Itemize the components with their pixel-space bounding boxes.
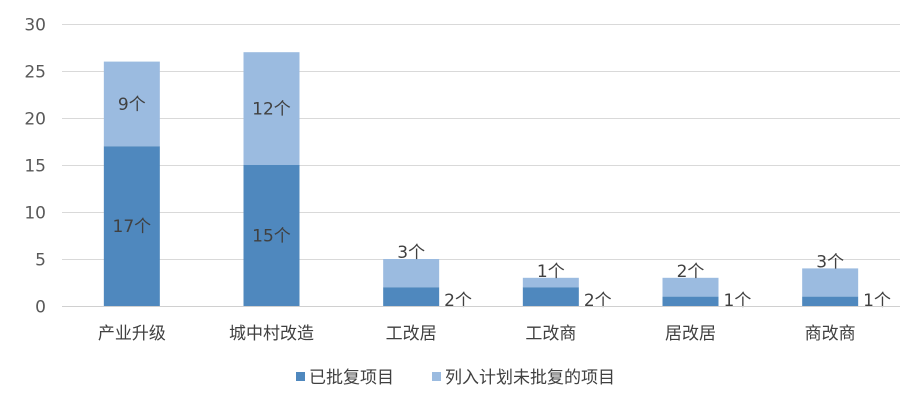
data-label-approved: 1个 [724,291,752,311]
data-label-approved: 15个 [252,227,291,247]
data-label-approved: 17个 [113,217,152,237]
legend-item-planned: 列入计划未批复的项目 [432,368,615,388]
data-label-planned: 2个 [677,262,705,282]
data-label-planned: 12个 [252,100,291,120]
legend-swatch-planned [432,372,441,381]
legend-item-approved: 已批复项目 [296,368,394,388]
x-axis-categories: 产业升级 城中村改造 工改居 工改商 居改居 商改商 [98,324,856,344]
data-label-planned: 3个 [816,252,844,272]
y-axis-ticks: 0 5 10 15 20 25 30 [24,16,46,318]
bars [103,52,859,306]
bar-planned [662,277,719,297]
data-labels: 17个 9个 15个 12个 2个 3个 2个 1个 1个 2个 1个 3个 [113,95,891,311]
bar-planned [103,61,160,147]
y-tick-label: 10 [24,204,46,224]
data-label-planned: 1个 [537,262,565,282]
data-label-planned: 9个 [118,95,146,115]
x-category-label: 居改居 [665,324,716,344]
bar-approved [243,165,300,306]
bar-approved [383,287,440,306]
data-label-approved: 2个 [444,291,472,311]
legend-label-approved: 已批复项目 [309,368,394,388]
y-tick-label: 20 [24,110,46,130]
y-tick-label: 25 [24,63,46,83]
data-label-approved: 1个 [863,291,891,311]
y-tick-label: 30 [24,16,46,36]
legend: 已批复项目 列入计划未批复的项目 [296,368,615,388]
bar-planned [243,52,300,166]
x-category-label: 工改商 [525,324,576,344]
bar-planned [522,277,579,288]
y-tick-label: 0 [35,298,46,318]
legend-swatch-approved [296,372,305,381]
grid-lines [62,24,900,260]
bar-planned [802,268,859,297]
x-category-label: 商改商 [805,324,856,344]
x-category-label: 工改居 [386,324,437,344]
data-label-planned: 3个 [397,243,425,263]
x-category-label: 城中村改造 [229,324,314,344]
data-label-approved: 2个 [584,291,612,311]
bar-approved [662,296,719,306]
y-tick-label: 15 [24,157,46,177]
bar-approved [522,287,579,306]
bar-approved [103,146,160,306]
x-category-label: 产业升级 [98,324,166,344]
bar-planned [383,259,440,288]
bar-approved [802,296,859,306]
legend-label-planned: 列入计划未批复的项目 [445,368,615,388]
y-tick-label: 5 [35,251,46,271]
